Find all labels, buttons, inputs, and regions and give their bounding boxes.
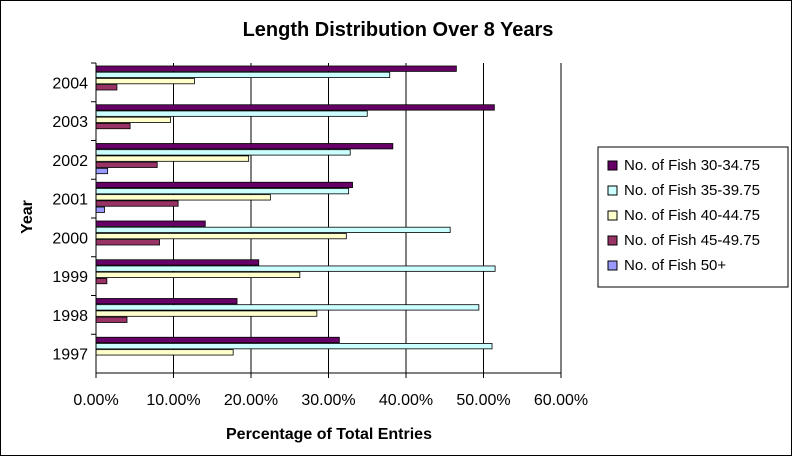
bar bbox=[95, 277, 108, 285]
legend: No. of Fish 30-34.75 No. of Fish 35-39.75… bbox=[597, 146, 789, 288]
bar bbox=[95, 104, 495, 111]
y-tick-label: 2001 bbox=[52, 192, 88, 209]
legend-swatch bbox=[607, 160, 618, 171]
bar bbox=[95, 265, 496, 272]
bar bbox=[95, 143, 394, 150]
bar bbox=[95, 271, 301, 278]
bar bbox=[95, 226, 451, 233]
y-tick-label: 1997 bbox=[52, 347, 88, 364]
bar bbox=[95, 65, 457, 72]
bar bbox=[95, 71, 391, 78]
x-tick-label: 0.00% bbox=[73, 392, 118, 409]
y-tick-label: 2000 bbox=[52, 230, 88, 247]
bar bbox=[95, 161, 158, 168]
bar bbox=[95, 206, 105, 213]
x-tick-label: 60.00% bbox=[534, 392, 588, 409]
bar bbox=[95, 78, 195, 85]
y-tick-label: 2002 bbox=[52, 153, 88, 170]
legend-label: No. of Fish 40-44.75 bbox=[624, 207, 760, 224]
bar bbox=[95, 149, 351, 156]
bar bbox=[95, 310, 318, 317]
bar bbox=[95, 316, 128, 323]
bar bbox=[95, 155, 250, 162]
x-axis-title: Percentage of Total Entries bbox=[226, 426, 432, 443]
x-tick-label: 20.00% bbox=[224, 392, 278, 409]
x-tick-label: 40.00% bbox=[379, 392, 433, 409]
bar bbox=[95, 298, 238, 305]
bar bbox=[95, 188, 350, 195]
legend-label: No. of Fish 50+ bbox=[624, 257, 726, 274]
bar bbox=[95, 167, 109, 175]
bar bbox=[95, 239, 160, 246]
bar bbox=[95, 343, 493, 350]
bar bbox=[95, 116, 171, 123]
legend-swatch bbox=[607, 185, 618, 196]
bar bbox=[95, 110, 368, 117]
x-tick-label: 50.00% bbox=[456, 392, 510, 409]
bar bbox=[95, 304, 480, 311]
bar bbox=[95, 259, 260, 266]
chart-title: Length Distribution Over 8 Years bbox=[243, 19, 554, 41]
legend-label: No. of Fish 30-34.75 bbox=[624, 157, 760, 174]
y-axis-title: Year bbox=[19, 200, 36, 234]
bar bbox=[95, 84, 118, 91]
bars bbox=[95, 65, 496, 356]
legend-swatch bbox=[607, 235, 618, 246]
bar bbox=[95, 194, 271, 201]
y-tick-label: 1998 bbox=[52, 308, 88, 325]
y-tick-label: 1999 bbox=[52, 269, 88, 286]
axes bbox=[91, 62, 562, 378]
legend-swatch bbox=[607, 260, 618, 271]
bar bbox=[95, 181, 353, 189]
bar bbox=[95, 336, 340, 344]
bar bbox=[95, 232, 347, 240]
tick-labels: 0.00% 10.00% 20.00% 30.00% 40.00% 50.00% 60.00… bbox=[52, 75, 588, 409]
legend-label: No. of Fish 45-49.75 bbox=[624, 232, 760, 249]
y-tick-label: 2004 bbox=[52, 75, 88, 92]
x-tick-label: 10.00% bbox=[146, 392, 200, 409]
bar bbox=[95, 349, 234, 356]
bar bbox=[95, 200, 179, 207]
bar bbox=[95, 220, 206, 227]
x-tick-label: 30.00% bbox=[301, 392, 355, 409]
legend-label: No. of Fish 35-39.75 bbox=[624, 182, 760, 199]
legend-swatch bbox=[607, 210, 618, 221]
legend-box bbox=[597, 146, 789, 288]
y-tick-label: 2003 bbox=[52, 114, 88, 131]
bar bbox=[95, 122, 131, 130]
